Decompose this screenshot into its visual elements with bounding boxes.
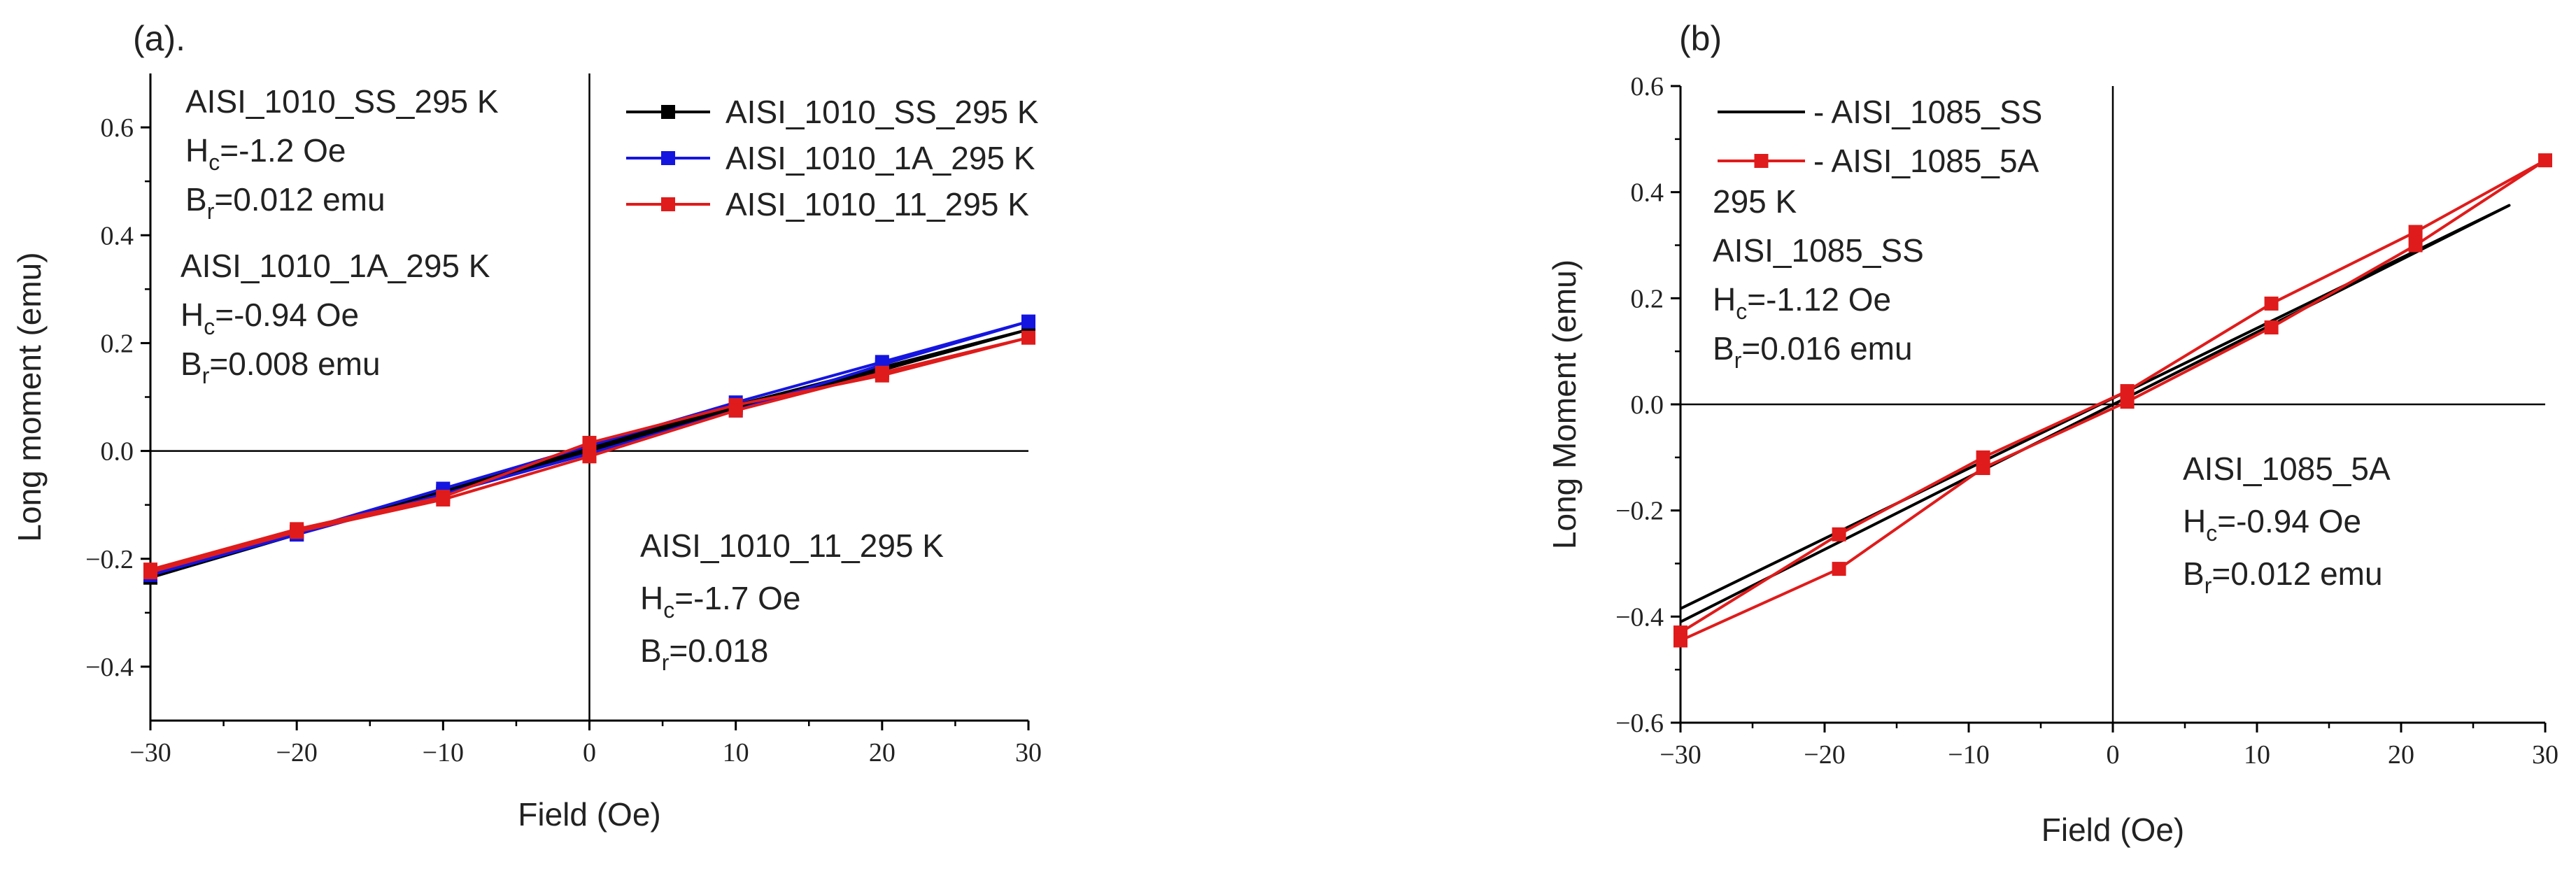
panel-a-y-tick-label: 0.2 <box>101 329 134 358</box>
panel-b-annotation-2-line-3: Br=0.012 emu <box>2183 555 2383 598</box>
panel-b-legend: - AISI_1085_SS - AISI_1085_5A <box>1718 94 2042 179</box>
panel-b-annotation-1-line-4: Br=0.016 emu <box>1713 330 1913 373</box>
panel-b-y-tick-label: −0.2 <box>1615 497 1664 526</box>
panel-a-legend-marker-1 <box>661 105 675 119</box>
panel-b-series-2-point <box>1832 527 1846 541</box>
panel-a-x-tick-label: −20 <box>276 738 317 767</box>
panel-a-annotation-3-line-3: Br=0.018 <box>640 632 768 675</box>
panel-b-x-tick-label: 20 <box>2388 740 2414 770</box>
panel-a-series <box>143 314 1035 585</box>
panel-a-x-tick-label: 30 <box>1015 738 1042 767</box>
panel-b-legend-label-1: - AISI_1085_SS <box>1813 94 2042 130</box>
panel-a-series-3-point <box>1021 330 1035 345</box>
panel-a-legend-marker-2 <box>661 151 675 165</box>
panel-b-x-tick-label: −30 <box>1659 740 1701 770</box>
panel-a-axes: −30 −20 −10 0 10 20 30 −0.4 −0.2 0.0 0.2 0.4 0.6 Fiel… <box>11 73 1042 833</box>
panel-b-series-2-point <box>2408 225 2423 239</box>
panel-b-series-2-point <box>1976 450 1990 465</box>
panel-a-y-tick-label: 0.0 <box>101 437 134 467</box>
panel-a-x-axis-title: Field (Oe) <box>518 796 660 833</box>
panel-a-x-tick-label: 20 <box>869 738 896 767</box>
panel-a-legend-label-1: AISI_1010_SS_295 K <box>726 94 1039 130</box>
panel-b-annotation-2-line-1: AISI_1085_5A <box>2183 451 2391 487</box>
panel-b-series-2-point <box>2264 320 2279 335</box>
panel-b-y-tick-label: −0.6 <box>1615 709 1664 738</box>
panel-b-legend-label-2: - AISI_1085_5A <box>1813 143 2039 179</box>
panel-a-annotation-2-line-2: Hc=-0.94 Oe <box>181 297 359 339</box>
panel-b-series-2-point <box>2538 153 2552 168</box>
panel-a-legend-label-3: AISI_1010_11_295 K <box>726 186 1029 222</box>
panel-b-y-axis-title: Long Moment (emu) <box>1546 260 1583 549</box>
panel-b-y-tick-label: −0.4 <box>1615 602 1664 632</box>
panel-a-annotation-3-line-2: Hc=-1.7 Oe <box>640 580 801 623</box>
panel-b-series-2-point <box>2264 296 2279 311</box>
panel-a-series-3-point <box>582 449 597 464</box>
panel-a-legend-marker-3 <box>661 197 675 211</box>
panel-a-annotation-1-line-1: AISI_1010_SS_295 K <box>185 83 499 120</box>
panel-a-series-3-point <box>728 403 743 418</box>
panel-b-annotations: 295 K AISI_1085_SS Hc=-1.12 Oe Br=0.016 emu… <box>1713 183 2391 598</box>
panel-b-x-tick-label: −20 <box>1804 740 1845 770</box>
panel-a-label: (a). <box>133 19 185 58</box>
panel-b-annotation-1-line-2: AISI_1085_SS <box>1713 232 1924 269</box>
panel-b-series-line-1 <box>1680 204 2511 623</box>
panel-b-series-2-point <box>1976 461 1990 475</box>
panel-b-y-tick-label: 0.2 <box>1631 284 1664 313</box>
panel-b-x-tick-label: 30 <box>2532 740 2559 770</box>
panel-b-annotation-1-line-3: Hc=-1.12 Oe <box>1713 281 1891 324</box>
panel-a-y-tick-label: −0.2 <box>85 545 134 574</box>
panel-a-x-tick-label: 10 <box>723 738 749 767</box>
panel-b: (b) −30 −20 −10 0 10 20 30 −0.6 −0.4 −0.2 0.0 0.2 0.… <box>1546 19 2559 848</box>
panel-a-annotation-2-line-1: AISI_1010_1A_295 K <box>181 248 490 284</box>
panel-a-annotation-2-line-3: Br=0.008 emu <box>181 346 381 388</box>
panel-a-legend: AISI_1010_SS_295 K AISI_1010_1A_295 K AISI… <box>626 94 1039 222</box>
panel-a: (a). −30 −20 −10 0 10 20 30 −0.4 −0.2 0.0 0.2 0.4 0.… <box>11 19 1042 833</box>
panel-b-x-tick-label: −10 <box>1948 740 1989 770</box>
panel-b-series-2-point <box>1673 633 1687 648</box>
panel-b-series <box>1673 153 2552 648</box>
panel-a-series-2-point <box>1021 314 1035 329</box>
panel-a-x-tick-label: 0 <box>583 738 596 767</box>
panel-b-annotation-1-line-1: 295 K <box>1713 183 1797 220</box>
panel-a-series-3-point <box>290 525 304 539</box>
panel-a-y-axis-title: Long moment (emu) <box>11 252 48 541</box>
panel-b-series-2-point <box>1832 562 1846 576</box>
panel-a-legend-label-2: AISI_1010_1A_295 K <box>726 140 1035 176</box>
panel-a-annotation-1-line-3: Br=0.012 emu <box>185 181 385 224</box>
panel-b-series-2-point <box>2408 238 2423 253</box>
panel-b-x-tick-label: 0 <box>2107 740 2120 770</box>
panel-b-legend-marker-2 <box>1754 154 1769 168</box>
panel-b-y-tick-label: 0.6 <box>1631 72 1664 101</box>
panel-b-x-axis-title: Field (Oe) <box>2041 812 2184 848</box>
panel-a-annotation-1-line-2: Hc=-1.2 Oe <box>185 132 346 175</box>
panel-b-label: (b) <box>1679 19 1722 58</box>
panel-a-series-3-point <box>436 492 451 507</box>
panel-a-series-3-point <box>582 436 597 451</box>
panel-a-x-tick-label: −30 <box>129 738 171 767</box>
panel-a-x-tick-label: −10 <box>423 738 464 767</box>
panel-b-series-2-point <box>2120 384 2135 399</box>
panel-b-y-tick-label: 0.4 <box>1631 178 1664 208</box>
panel-a-y-tick-label: −0.4 <box>85 653 134 682</box>
panel-b-annotation-2-line-2: Hc=-0.94 Oe <box>2183 503 2361 546</box>
panel-a-series-3-point <box>875 365 889 380</box>
panel-b-series-2-point <box>2120 395 2135 409</box>
panel-a-annotations: AISI_1010_SS_295 K Hc=-1.2 Oe Br=0.012 emu… <box>181 83 944 675</box>
panel-a-annotation-3-line-1: AISI_1010_11_295 K <box>640 527 944 564</box>
panel-a-series-3-point <box>143 565 157 580</box>
panel-b-y-tick-label: 0.0 <box>1631 390 1664 420</box>
panel-b-x-tick-label: 10 <box>2244 740 2270 770</box>
panel-b-axes: −30 −20 −10 0 10 20 30 −0.6 −0.4 −0.2 0.0 0.2 0.4 0.6… <box>1546 72 2559 848</box>
panel-a-y-tick-label: 0.4 <box>101 221 134 250</box>
panel-a-y-tick-label: 0.6 <box>101 113 134 143</box>
